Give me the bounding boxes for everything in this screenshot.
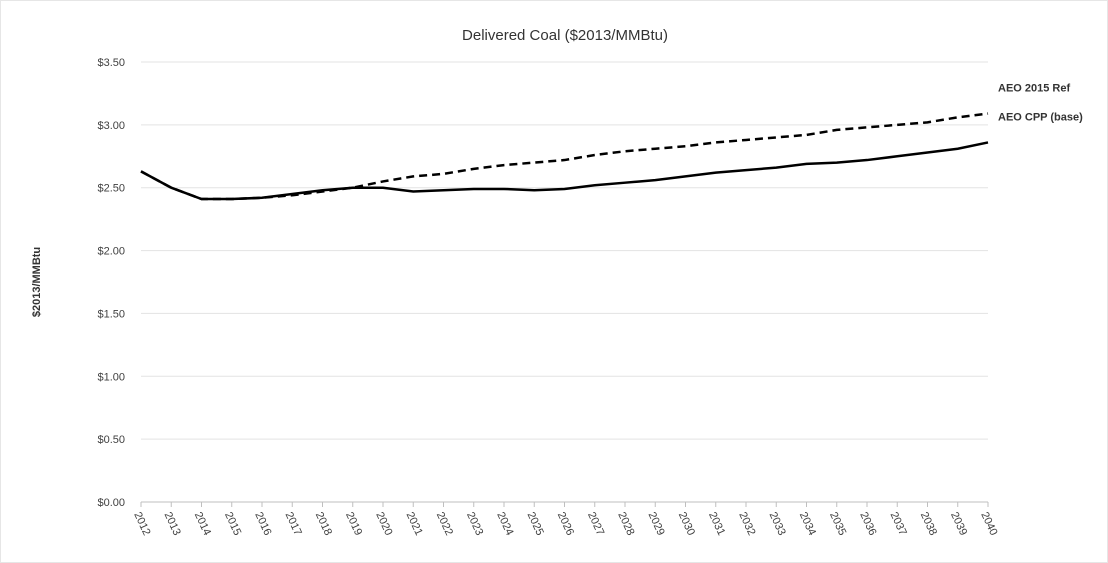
series-label: AEO 2015 Ref: [998, 83, 1070, 95]
series-label: AEO CPP (base): [998, 111, 1083, 123]
y-tick-label: $1.00: [97, 371, 125, 383]
y-tick-label: $1.50: [97, 308, 125, 320]
y-tick-label: $2.00: [97, 246, 125, 258]
chart-title: Delivered Coal ($2013/MMBtu): [462, 27, 668, 44]
y-axis-title: $2013/MMBtu: [31, 247, 43, 317]
y-tick-label: $3.50: [97, 57, 125, 69]
y-tick-label: $0.50: [97, 434, 125, 446]
y-tick-label: $2.50: [97, 183, 125, 195]
y-tick-label: $3.00: [97, 120, 125, 132]
y-tick-label: $0.00: [97, 497, 125, 509]
series-line: [140, 141, 989, 201]
